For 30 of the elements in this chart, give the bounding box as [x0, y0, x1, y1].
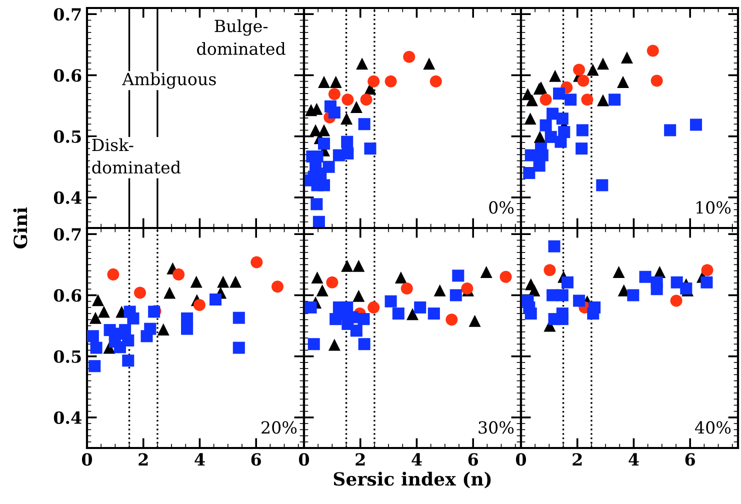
y-tick-label: 0.4	[54, 411, 82, 424]
x-tick-label: 2	[356, 453, 365, 466]
x-tick-label: 4	[412, 453, 422, 466]
y-tick-label: 0.7	[54, 228, 81, 241]
x-tick-label: 6	[468, 453, 478, 466]
x-tick-label: 0	[82, 453, 92, 466]
x-tick-label: 2	[138, 453, 148, 466]
x-tick-label: 6	[685, 453, 695, 466]
x-tick-label: 4	[194, 453, 205, 466]
x-tick-label: 0	[516, 453, 526, 466]
annotation: 0%	[489, 201, 514, 214]
y-tick-label: 0.6	[54, 289, 82, 302]
annotation: Bulge- dominated	[197, 19, 286, 55]
y-tick-label: 0.7	[54, 8, 81, 21]
x-axis-title: Sersic index (n)	[334, 472, 491, 488]
y-tick-label: 0.5	[54, 130, 81, 143]
x-tick-label: 4	[628, 453, 639, 466]
x-tick-label: 6	[251, 453, 261, 466]
x-tick-label: 0	[298, 453, 310, 466]
annotation: 30%	[478, 421, 514, 434]
annotation: 40%	[694, 421, 731, 434]
annotation: Disk- dominated	[92, 138, 181, 174]
x-tick-label: 2	[572, 453, 582, 466]
y-tick-label: 0.5	[54, 350, 81, 363]
annotation: Ambiguous	[122, 72, 216, 89]
annotation: 20%	[262, 421, 297, 434]
y-axis-title: Gini	[13, 207, 28, 248]
y-tick-label: 0.4	[54, 191, 82, 204]
y-tick-label: 0.6	[54, 69, 82, 82]
annotation: 10%	[696, 201, 731, 214]
